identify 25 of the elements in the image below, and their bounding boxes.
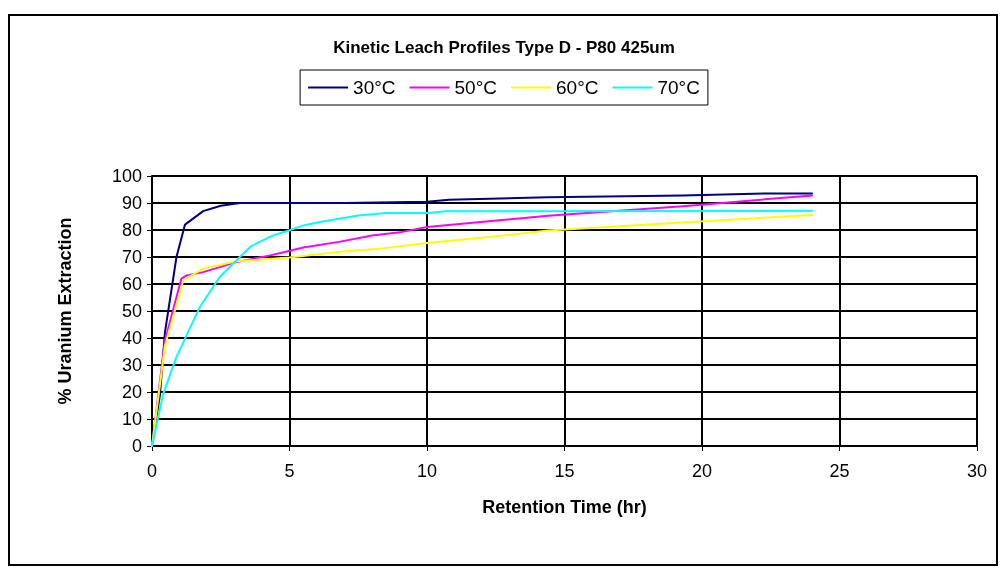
y-tick-label: 100 bbox=[111, 166, 142, 186]
x-tick-label: 20 bbox=[691, 461, 713, 481]
legend-label: 70°C bbox=[657, 77, 700, 98]
y-tick-label: 20 bbox=[121, 382, 142, 402]
x-axis-title: Retention Time (hr) bbox=[482, 497, 647, 517]
x-tick-label: 25 bbox=[829, 461, 850, 481]
x-tick-label: 0 bbox=[146, 461, 158, 481]
legend-label: 50°C bbox=[454, 77, 497, 98]
y-tick-label: 10 bbox=[121, 409, 142, 429]
legend-label: 60°C bbox=[556, 77, 599, 98]
y-tick-label: 70 bbox=[121, 247, 142, 267]
chart-title: Kinetic Leach Profiles Type D - P80 425um bbox=[333, 38, 675, 57]
x-tick-label: 10 bbox=[416, 461, 438, 481]
y-tick-label: 50 bbox=[121, 301, 142, 321]
legend-label: 30°C bbox=[353, 77, 396, 98]
x-tick-label: 5 bbox=[284, 461, 295, 481]
y-tick-label: 90 bbox=[121, 193, 142, 213]
y-tick-label: 0 bbox=[131, 436, 142, 456]
y-tick-label: 30 bbox=[121, 355, 142, 375]
y-tick-label: 40 bbox=[121, 328, 142, 348]
x-tick-label: 30 bbox=[966, 461, 988, 481]
y-tick-label: 80 bbox=[121, 220, 142, 240]
y-tick-label: 60 bbox=[121, 274, 142, 294]
y-axis-title: % Uranium Extraction bbox=[55, 217, 75, 405]
x-tick-label: 15 bbox=[554, 461, 575, 481]
